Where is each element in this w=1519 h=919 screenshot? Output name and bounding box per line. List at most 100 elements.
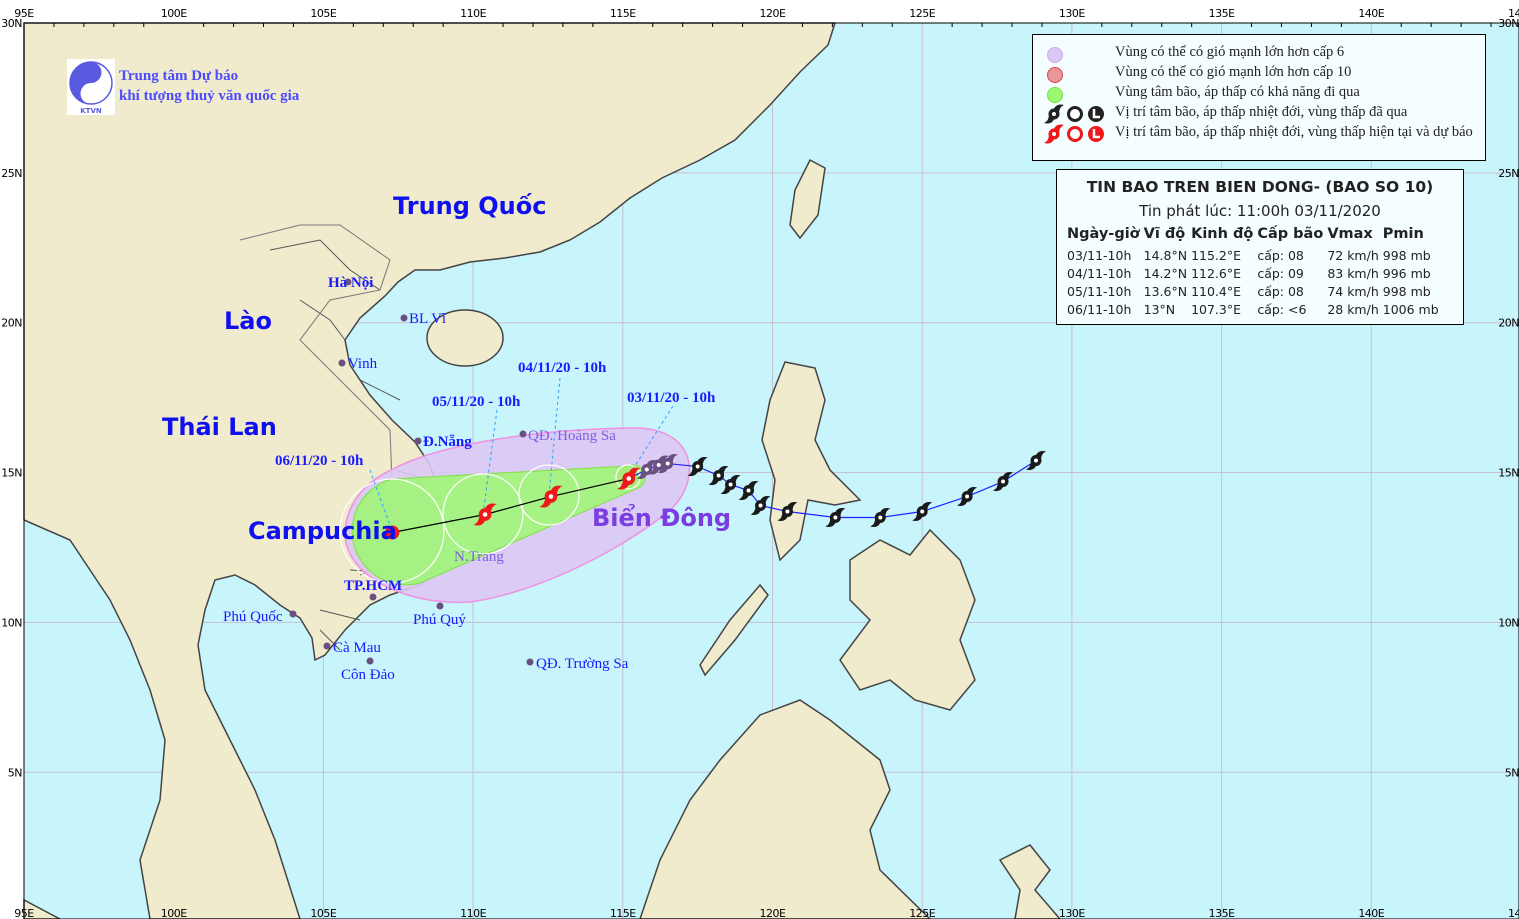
label-truong-sa: QĐ. Trường Sa [536, 656, 629, 672]
ktvn-logo: KTVN [67, 59, 115, 115]
lon-tick-label-bottom: 100E [161, 907, 187, 919]
lat-tick-label-right: 20N [1498, 317, 1519, 330]
label-phu-quy: Phú Quý [413, 612, 466, 628]
table-cell: 14.2°N [1143, 265, 1188, 281]
col-lon: Kinh độ [1191, 226, 1254, 242]
col-vmax: Vmax [1327, 226, 1373, 242]
hainan-island [426, 309, 504, 367]
bulletin-issued-time: Tin phát lúc: 11:00h 03/11/2020 [1139, 202, 1381, 220]
past-symbols-icon [1044, 104, 1104, 124]
label-phu-quoc: Phú Quốc [223, 609, 283, 625]
palawan [699, 583, 769, 677]
organization-line-1: Trung tâm Dự báo [119, 68, 239, 84]
label-thailand: Thái Lan [162, 413, 277, 441]
lon-tick-label-bottom: 110E [460, 907, 486, 919]
storm-bulletin: TIN BAO TREN BIEN DONG- (BAO SO 10) Tin … [1056, 169, 1464, 325]
lat-tick-label-right: 5N [1505, 766, 1519, 779]
table-cell: 14.8°N [1143, 247, 1188, 263]
label-bach-long-vi: BL Vĩ [409, 311, 447, 327]
lat-tick-label-right: 25N [1498, 167, 1519, 180]
lon-tick-label-bottom: 145E [1508, 907, 1519, 919]
bulletin-title: TIN BAO TREN BIEN DONG- (BAO SO 10) [1086, 178, 1434, 196]
lon-tick-label-top: 135E [1209, 7, 1235, 20]
table-row: 05/11-10h 13.6°N 110.4°E cấp: 08 74 km/h 998 … [1065, 282, 1441, 300]
table-cell: 998 mb [1382, 247, 1431, 263]
table-cell: 13.6°N [1143, 283, 1188, 299]
lat-tick-label-left: 5N [8, 766, 22, 779]
lat-tick-label-right: 15N [1498, 467, 1519, 480]
table-cell: 13°N [1143, 301, 1176, 317]
lat-tick-label-left: 25N [1, 167, 22, 180]
label-con-dao: Côn Đảo [341, 667, 395, 683]
col-level: Cấp bão [1257, 226, 1324, 242]
legend-label: Vùng tâm bão, áp thấp có khả năng đi qua [1115, 84, 1360, 100]
lon-tick-label-top: 125E [909, 7, 935, 20]
lat-tick-label-left: 20N [1, 317, 22, 330]
bulletin-table: Ngày-giờ Vĩ độ Kinh độ Cấp bão Vmax Pmin… [1065, 226, 1441, 318]
lon-tick-label-bottom: 115E [610, 907, 636, 919]
lon-tick-label-top: 145E [1508, 7, 1519, 20]
lon-tick-label-top: 100E [161, 7, 187, 20]
forecast-track-line [392, 477, 629, 534]
legend-label: Vị trí tâm bão, áp thấp nhiệt đới, vùng … [1115, 104, 1408, 120]
legend-item-forecast: Vị trí tâm bão, áp thấp nhiệt đới, vùng … [1033, 124, 1485, 144]
table-cell: 83 km/h [1327, 265, 1379, 281]
col-lat: Vĩ độ [1143, 226, 1186, 242]
forecast-symbols-icon [1044, 124, 1104, 144]
table-cell: cấp: 08 [1257, 283, 1304, 299]
logo-emblem: KTVN [69, 61, 113, 115]
table-row: 06/11-10h 13°N 107.3°E cấp: <6 28 km/h 1006 m… [1065, 300, 1441, 318]
table-cell: 28 km/h [1327, 301, 1379, 317]
forecast-low-pressure-icon [385, 525, 400, 540]
purple-zone-swatch [1047, 47, 1063, 63]
forecast-label-2: 04/11/20 - 10h [518, 360, 607, 376]
table-cell: 996 mb [1382, 265, 1431, 281]
legend: Vùng có thể có gió mạnh lớn hơn cấp 6 Vù… [1032, 34, 1486, 161]
forecast-label-1: 03/11/20 - 10h [627, 390, 716, 406]
table-cell: 1006 mb [1382, 301, 1439, 317]
lon-tick-label-bottom: 120E [760, 907, 786, 919]
legend-label: Vùng có thể có gió mạnh lớn hơn cấp 6 [1115, 44, 1345, 60]
label-da-nang: Đ.Nẵng [423, 434, 472, 450]
borneo [639, 699, 932, 919]
map-axes: 95E 95E 100E 100E 105E 105E 110E 110E 115E 115E 12… [1, 7, 1519, 919]
table-cell: 110.4°E [1191, 283, 1242, 299]
place-markers [289, 278, 534, 666]
svg-text:KTVN: KTVN [80, 107, 102, 115]
label-hoang-sa: QĐ. Hoàng Sa [528, 428, 616, 444]
lon-tick-label-top: 115E [610, 7, 636, 20]
lon-tick-label-top: 105E [310, 7, 336, 20]
lat-tick-label-left: 30N [1, 17, 22, 30]
legend-item-cone: Vùng tâm bão, áp thấp có khả năng đi qua [1033, 84, 1485, 104]
lon-tick-label-top: 120E [760, 7, 786, 20]
table-cell: 05/11-10h [1067, 283, 1132, 299]
sulawesi [998, 844, 1061, 919]
map-frame [23, 22, 1519, 919]
lon-tick-label-top: 130E [1059, 7, 1085, 20]
legend-item-past: Vị trí tâm bão, áp thấp nhiệt đới, vùng … [1033, 104, 1485, 124]
table-header: Ngày-giờ Vĩ độ Kinh độ Cấp bão Vmax Pmin [1065, 226, 1441, 246]
organization-line-2: khí tượng thuỷ văn quốc gia [119, 88, 300, 104]
label-ca-mau: Cà Mau [333, 640, 381, 656]
lon-tick-label-bottom: 105E [310, 907, 336, 919]
table-cell: 03/11-10h [1067, 247, 1132, 263]
lon-tick-label-top: 140E [1358, 7, 1384, 20]
label-bien-dong: Biển Đông [592, 502, 731, 532]
lat-tick-label-left: 10N [1, 616, 22, 629]
label-hcm: TP.HCM [344, 578, 402, 594]
forecast-error-circles [339, 464, 641, 584]
label-vinh: Vinh [348, 356, 378, 372]
lon-tick-label-top: 95E [14, 7, 34, 20]
green-zone-swatch [1047, 87, 1063, 103]
table-cell: 72 km/h [1327, 247, 1379, 263]
table-cell: cấp: 09 [1257, 265, 1304, 281]
lon-tick-label-top: 110E [460, 7, 486, 20]
lon-tick-label-bottom: 125E [909, 907, 935, 919]
lon-tick-label-bottom: 140E [1358, 907, 1384, 919]
table-cell: 107.3°E [1191, 301, 1242, 317]
label-laos: Lào [224, 307, 272, 335]
table-cell: cấp: 08 [1257, 247, 1304, 263]
label-cambodia: Campuchia [248, 517, 397, 545]
label-hanoi: Hà Nội [328, 275, 373, 291]
label-nha-trang: N.Trang [454, 549, 504, 565]
